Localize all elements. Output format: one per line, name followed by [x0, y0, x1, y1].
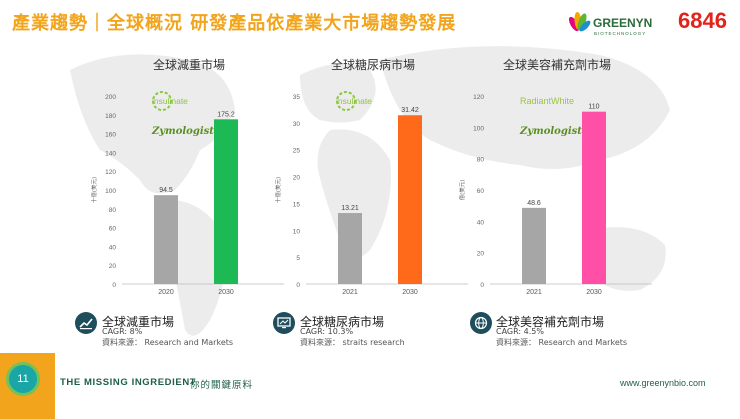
- chart-2-summary-name: 全球糖尿病市場: [300, 315, 385, 329]
- y-tick-label: 80: [477, 157, 485, 164]
- bar-2020: [154, 195, 178, 284]
- y-tick-label: 20: [293, 175, 301, 182]
- page-number: 11: [6, 362, 40, 396]
- y-tick-label: 0: [480, 282, 484, 289]
- insulinate-logo-text: insulinate: [336, 96, 372, 106]
- y-tick-label: 5: [296, 255, 300, 262]
- y-tick-label: 100: [105, 188, 116, 195]
- chart-svg: 0 20 40 60 80 100 120 億(美元) 48.6 2021 110 2030 Radia…: [458, 94, 652, 296]
- greenyn-logo: GREENYN BIOTECHNOLOGY: [566, 10, 676, 38]
- bar-2030: [214, 119, 238, 284]
- bar-value-label: 31.42: [401, 107, 419, 114]
- x-tick-label: 2030: [218, 289, 234, 296]
- page-title: 產業趨勢｜全球概況 研發產品依產業大市場趨勢發展: [12, 13, 457, 34]
- y-tick-label: 25: [293, 148, 301, 155]
- chart-1-summary-name: 全球減重市場: [102, 315, 175, 329]
- y-tick-label: 0: [296, 282, 300, 289]
- footer-tagline-cn: 你的關鍵原料: [190, 380, 254, 391]
- beauty-supplement-market-chart: 全球美容補充劑市場 0 20 40 60 80 100 120 億(美元) 48.6 2021 11…: [452, 56, 662, 306]
- y-tick-label: 15: [293, 201, 301, 208]
- footer-tagline: THE MISSING INGREDIENT: [60, 377, 197, 388]
- y-axis-label: 十億(美元): [90, 177, 98, 203]
- bar-value-label: 94.5: [159, 187, 173, 194]
- svg-text:GREENYN: GREENYN: [593, 16, 652, 30]
- bar-2021: [338, 213, 362, 284]
- globe-network-icon: [470, 312, 492, 334]
- y-axis-label: 十億(美元): [274, 177, 282, 203]
- footer-website-link[interactable]: www.greenynbio.com: [620, 378, 706, 388]
- radiantwhite-logo-text: RadiantWhite: [520, 96, 574, 106]
- gear-icon: [152, 91, 172, 111]
- bar-value-label: 48.6: [527, 200, 541, 207]
- weight-loss-market-chart: 全球減重市場 0 20 40 60 80 100 120 140 160 180 200 十億(美元)…: [84, 56, 294, 306]
- y-tick-label: 20: [109, 263, 117, 270]
- chart-title: 全球糖尿病市場: [330, 58, 415, 72]
- chart-1-source: 資料來源： Research and Markets: [102, 338, 234, 347]
- y-tick-label: 100: [473, 125, 484, 132]
- bar-2030: [582, 111, 606, 284]
- y-tick-label: 60: [477, 188, 485, 195]
- y-tick-label: 140: [105, 150, 116, 157]
- chart-3-summary-name: 全球美容補充劑市場: [496, 315, 605, 329]
- y-tick-label: 80: [109, 207, 117, 214]
- chart-trend-icon: [75, 312, 97, 334]
- chart-3-source: 資料來源： Research and Markets: [496, 338, 628, 347]
- zymologist-logo-text: Zymologist: [519, 126, 582, 137]
- y-tick-label: 10: [293, 228, 301, 235]
- insulinate-logo: insulinate: [336, 91, 372, 111]
- gear-icon: [336, 91, 356, 111]
- y-tick-label: 35: [293, 94, 301, 101]
- stock-ticker: 6846: [678, 8, 727, 33]
- y-tick-label: 160: [105, 132, 116, 139]
- chart-3-cagr: CAGR: 4.5%: [496, 327, 544, 336]
- y-tick-label: 0: [112, 282, 116, 289]
- chart-2-source: 資料來源： straits research: [300, 338, 405, 347]
- diabetes-market-chart: 全球糖尿病市場 0 5 10 15 20 25 30 35 十億(美元) 13.21 2021 31.…: [268, 56, 478, 306]
- x-tick-label: 2030: [402, 289, 418, 296]
- insulinate-logo: insulinate: [152, 91, 188, 111]
- y-tick-label: 40: [477, 219, 485, 226]
- x-tick-label: 2020: [158, 289, 174, 296]
- y-tick-label: 180: [105, 113, 116, 120]
- y-tick-label: 120: [105, 169, 116, 176]
- bar-2030: [398, 115, 422, 285]
- chart-title: 全球減重市場: [152, 58, 225, 72]
- y-tick-label: 40: [109, 244, 117, 251]
- y-tick-label: 60: [109, 226, 117, 233]
- bar-value-label: 175.2: [217, 111, 235, 118]
- monitor-chart-icon: [273, 312, 295, 334]
- bar-value-label: 13.21: [341, 205, 359, 212]
- chart-title: 全球美容補充劑市場: [502, 58, 611, 72]
- x-tick-label: 2030: [586, 289, 602, 296]
- x-tick-label: 2021: [342, 289, 358, 296]
- y-tick-label: 120: [473, 94, 484, 101]
- bar-value-label: 110: [588, 104, 599, 111]
- y-tick-label: 20: [477, 251, 485, 258]
- chart-2-cagr: CAGR: 10.3%: [300, 327, 354, 336]
- insulinate-logo-text: insulinate: [152, 96, 188, 106]
- chart-svg: 0 5 10 15 20 25 30 35 十億(美元) 13.21 2021 31.42 2030 in…: [274, 91, 468, 296]
- y-tick-label: 200: [105, 94, 116, 101]
- zymologist-logo-text: Zymologist: [151, 126, 214, 137]
- y-axis-label: 億(美元): [458, 180, 466, 201]
- chart-svg: 0 20 40 60 80 100 120 140 160 180 200 十億(美元) 94.5 202…: [90, 91, 284, 296]
- chart-1-cagr: CAGR: 8%: [102, 327, 143, 336]
- svg-text:BIOTECHNOLOGY: BIOTECHNOLOGY: [594, 31, 646, 36]
- flower-icon: [568, 12, 591, 32]
- y-tick-label: 30: [293, 121, 301, 128]
- bar-2021: [522, 207, 546, 284]
- x-tick-label: 2021: [526, 289, 542, 296]
